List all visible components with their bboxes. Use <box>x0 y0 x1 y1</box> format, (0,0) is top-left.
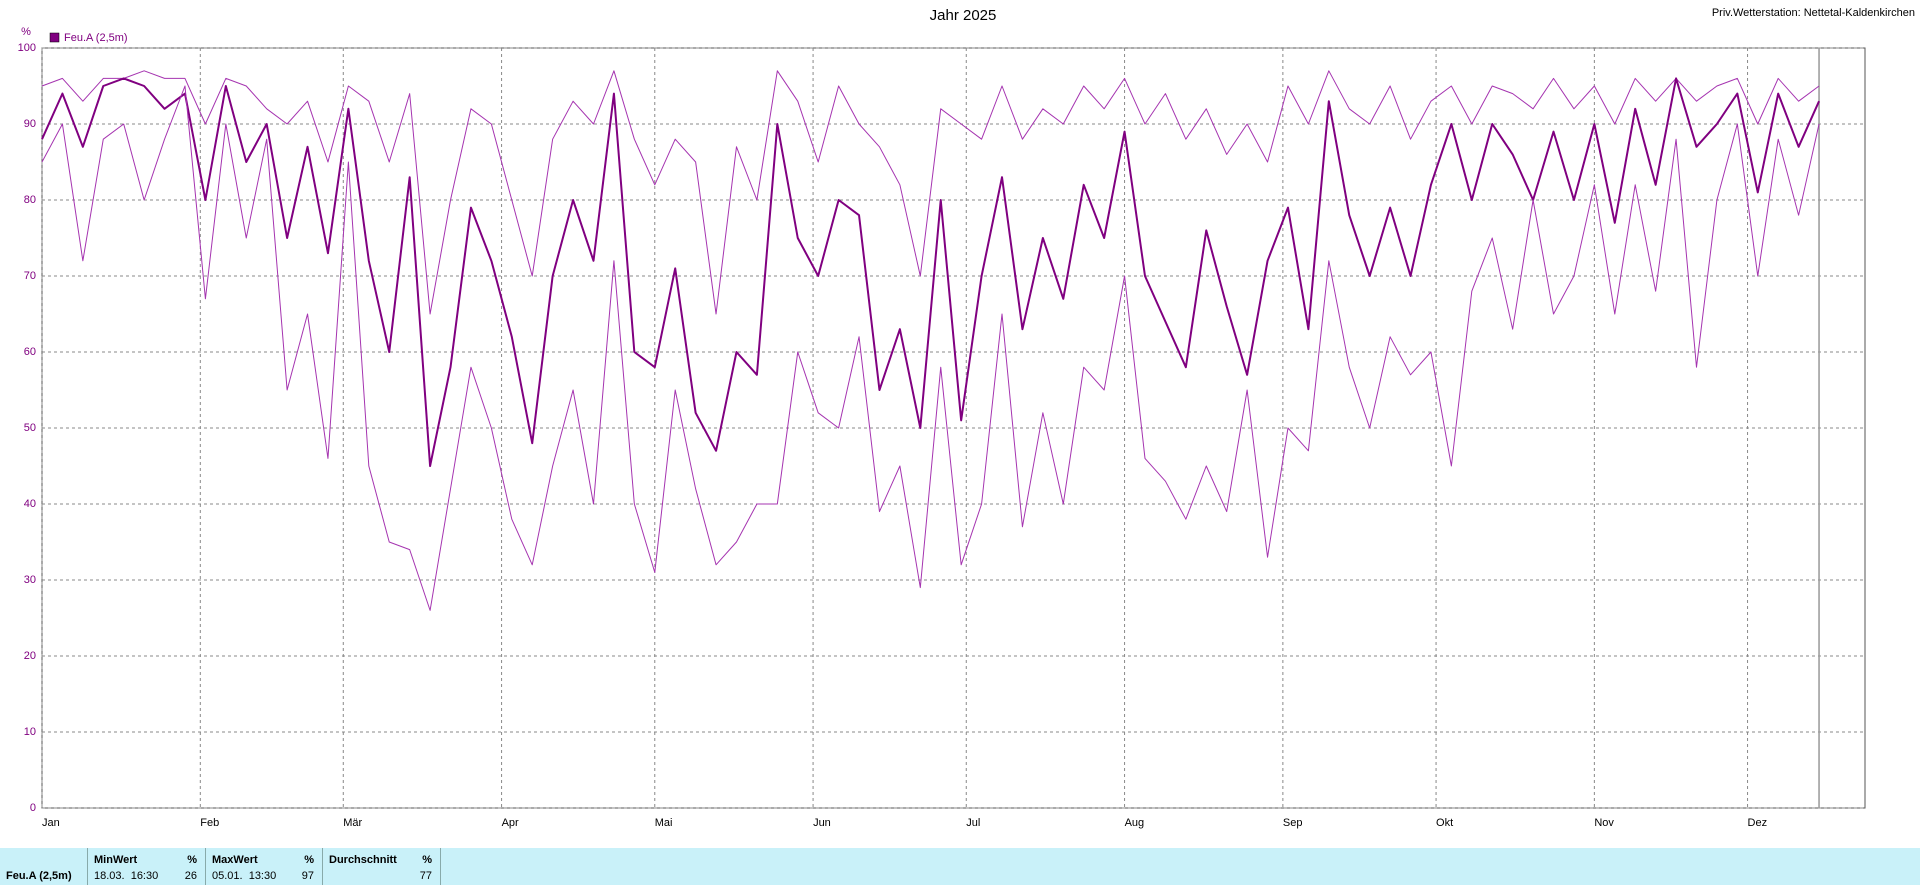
x-tick-label: Jun <box>813 817 831 829</box>
x-tick-label: Mai <box>655 817 673 829</box>
y-tick-label: 40 <box>24 498 36 510</box>
stat-value: 26 <box>184 870 197 882</box>
y-tick-label: 50 <box>24 422 36 434</box>
y-tick-label: 10 <box>24 726 36 738</box>
x-tick-label: Nov <box>1594 817 1614 829</box>
series-line <box>41 77 1820 467</box>
x-tick-label: Feb <box>200 817 219 829</box>
stats-cell: MinWert% 18.03. 16:30 26 <box>88 848 206 885</box>
y-tick-label: 70 <box>24 270 36 282</box>
chart-subtitle: Priv.Wetterstation: Nettetal-Kaldenkirch… <box>1712 7 1915 19</box>
column-header: Durchschnitt <box>329 854 397 866</box>
stats-cell: Durchschnitt% 77 <box>323 848 441 885</box>
stats-cell: MaxWert% 05.01. 13:30 97 <box>206 848 323 885</box>
row-cell: Feu.A (2,5m) <box>0 848 88 885</box>
series-line <box>41 70 1820 315</box>
legend-swatch <box>49 32 60 43</box>
y-tick-label: 20 <box>24 650 36 662</box>
y-tick-label: 60 <box>24 346 36 358</box>
column-unit: % <box>187 854 197 866</box>
y-tick-label: 90 <box>24 118 36 130</box>
column-unit: % <box>422 854 432 866</box>
y-tick-label: 80 <box>24 194 36 206</box>
column-unit: % <box>304 854 314 866</box>
legend-label: Feu.A (2,5m) <box>64 32 128 44</box>
x-tick-label: Dez <box>1748 817 1768 829</box>
x-tick-label: Okt <box>1436 817 1453 829</box>
series-line <box>41 85 1820 611</box>
time-value: 18.03. 16:30 <box>94 870 159 882</box>
x-tick-label: Sep <box>1283 817 1303 829</box>
x-tick-label: Apr <box>502 817 519 829</box>
y-tick-label: 30 <box>24 574 36 586</box>
x-tick-label: Jan <box>42 817 60 829</box>
row-label: Feu.A (2,5m) <box>6 870 72 882</box>
y-axis-label: % <box>21 26 31 38</box>
y-tick-label: 100 <box>18 42 36 54</box>
column-header: MaxWert <box>212 854 258 866</box>
x-tick-label: Mär <box>343 817 362 829</box>
x-tick-label: Aug <box>1125 817 1145 829</box>
stats-table: Feu.A (2,5m) MinWert% 18.03. 16:30 26 MaxWer… <box>0 848 1920 885</box>
stat-value: 77 <box>419 870 432 882</box>
x-tick-label: Jul <box>966 817 980 829</box>
y-tick-label: 0 <box>30 802 36 814</box>
chart: Jahr 2025 Priv.Wetterstation: Nettetal-K… <box>18 7 1915 829</box>
stat-value: 97 <box>301 870 314 882</box>
chart-title: Jahr 2025 <box>930 7 997 24</box>
time-value: 05.01. 13:30 <box>212 870 277 882</box>
column-header: MinWert <box>94 854 138 866</box>
